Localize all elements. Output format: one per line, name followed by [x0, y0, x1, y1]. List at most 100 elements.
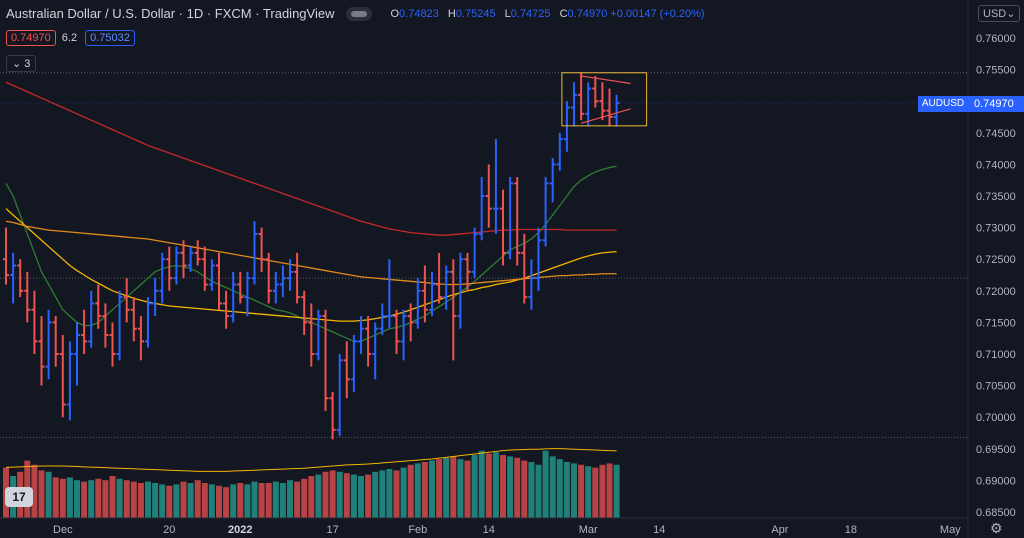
ohlc-bar — [52, 316, 59, 367]
ohlc-bar — [258, 227, 265, 272]
volume-bar — [521, 460, 528, 518]
time-tick-label: Mar — [579, 524, 598, 536]
ohlc-bar — [166, 246, 173, 291]
ohlc-bar — [507, 177, 514, 260]
ohlc-bar — [31, 290, 38, 354]
ohlc-bar — [187, 246, 194, 272]
ohlc-bar — [599, 82, 606, 121]
change-value: +0.00147 (+0.20%) — [610, 7, 705, 20]
volume-bar — [443, 457, 450, 518]
volume-bar — [414, 463, 421, 518]
open-label: O — [390, 7, 400, 20]
ohlc-bar — [585, 82, 592, 127]
visibility-toggle-icon[interactable] — [346, 6, 373, 21]
indicators-toggle[interactable]: ⌄ 3 — [6, 55, 37, 72]
ohlc-bar — [145, 297, 151, 348]
symbol-title[interactable]: Australian Dollar / U.S. Dollar · 1D · F… — [6, 6, 335, 21]
ohlc-bar — [350, 335, 357, 392]
price-tick-label: 0.68500 — [976, 507, 1016, 519]
volume-bar — [535, 464, 542, 518]
volume-bar — [358, 476, 364, 518]
volume-bar — [485, 453, 492, 518]
volume-bar — [145, 481, 151, 518]
volume-bar — [464, 460, 471, 518]
ohlc-bar — [24, 271, 31, 323]
ohlc-bar — [308, 303, 315, 367]
price-tick-label: 0.71500 — [976, 317, 1016, 329]
volume-bar — [308, 476, 315, 518]
price-tick-label: 0.70500 — [976, 381, 1016, 393]
volume-bar — [216, 485, 222, 518]
ohlc-bar — [123, 278, 130, 323]
volume-bar — [251, 481, 258, 518]
ohlc-bar — [514, 177, 521, 266]
volume-bar — [159, 484, 166, 518]
ohlc-bar — [343, 341, 350, 399]
ohlc-bar — [329, 391, 336, 440]
currency-label: USD — [983, 8, 1007, 20]
ohlc-bar — [109, 322, 116, 367]
buy-button[interactable]: 0.75032 — [85, 30, 135, 46]
ohlc-bar — [81, 309, 88, 354]
spread-value: 6.2 — [61, 32, 78, 44]
ohlc-bar — [443, 265, 450, 310]
price-tick-label: 0.74000 — [976, 159, 1016, 171]
ohlc-bar — [429, 271, 435, 317]
ohlc-bar — [563, 101, 570, 152]
ohlc-bar — [137, 316, 144, 361]
ohlc-bar — [542, 177, 549, 247]
volume-ma-line — [5, 448, 617, 472]
volume-bar — [279, 483, 286, 518]
price-tick-label: 0.74500 — [976, 128, 1016, 140]
volume-bar — [457, 459, 464, 518]
volume-bar — [237, 483, 244, 518]
volume-bar — [137, 483, 144, 518]
volume-bar — [223, 487, 230, 518]
ohlc-bar — [88, 290, 95, 348]
volume-bar — [365, 474, 372, 518]
ohlc-readout: O0.74823 H0.75245 L0.74725 C0.74970 +0.0… — [384, 8, 704, 20]
volume-bar — [244, 484, 251, 518]
gear-icon[interactable]: ⚙ — [990, 520, 1003, 536]
time-tick-label: Feb — [408, 524, 427, 536]
ohlc-bar — [194, 240, 201, 266]
time-tick-label: 2022 — [228, 524, 252, 536]
ohlc-bar — [237, 271, 244, 304]
price-tick-label: 0.70000 — [976, 412, 1016, 424]
volume-bar — [436, 459, 443, 518]
volume-bar — [429, 460, 435, 518]
volume-bar — [194, 480, 201, 518]
sell-button[interactable]: 0.74970 — [6, 30, 56, 46]
ohlc-bar — [606, 88, 613, 127]
ohlc-bar — [223, 290, 230, 329]
ohlc-bar — [230, 271, 237, 323]
volume-bar — [336, 471, 343, 518]
ohlc-bar — [450, 259, 457, 361]
tradingview-logo-icon[interactable]: 17 — [5, 487, 33, 507]
ohlc-bar — [315, 309, 322, 361]
volume-bar — [123, 480, 130, 518]
volume-bar — [379, 470, 386, 518]
ohlc-bar — [3, 227, 9, 285]
close-value: 0.74970 — [567, 7, 608, 20]
volume-bar — [31, 464, 38, 518]
ohlc-bar — [436, 252, 443, 304]
ma_mid2-line — [5, 220, 617, 286]
volume-bar — [471, 455, 478, 518]
ohlc-bar — [287, 259, 293, 291]
ohlc-bar — [414, 278, 421, 329]
volume-bar — [102, 480, 109, 518]
ohlc-bar — [66, 341, 73, 421]
ohlc-bar — [130, 297, 137, 342]
open-value: 0.74823 — [399, 7, 439, 20]
volume-bar — [265, 483, 272, 518]
pattern-box — [561, 72, 648, 127]
volume-bar — [315, 474, 322, 518]
currency-selector[interactable]: USD⌄ — [978, 5, 1021, 22]
ma_slow-line — [5, 81, 617, 236]
volume-bar — [372, 471, 379, 518]
high-label: H — [447, 7, 456, 20]
volume-bar — [329, 470, 336, 518]
